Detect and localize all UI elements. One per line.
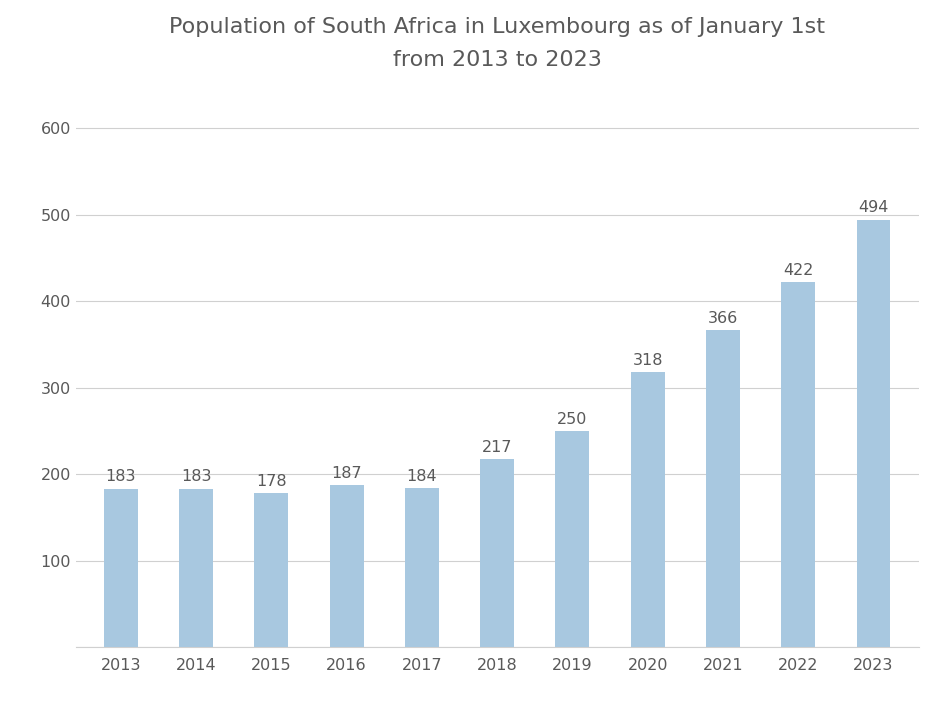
Bar [104,489,138,647]
Text: 183: 183 [181,470,211,485]
Text: 494: 494 [858,201,888,216]
Bar [556,431,589,647]
Text: 187: 187 [331,466,362,481]
Bar [480,459,514,647]
Bar [856,220,890,647]
Text: 318: 318 [633,353,663,367]
Bar [179,489,213,647]
Bar [405,488,438,647]
Text: 184: 184 [406,469,438,484]
Bar [255,493,288,647]
Title: Population of South Africa in Luxembourg as of January 1st
from 2013 to 2023: Population of South Africa in Luxembourg… [170,17,825,70]
Bar [631,372,665,647]
Bar [330,485,364,647]
Text: 422: 422 [783,262,813,278]
Text: 250: 250 [557,411,588,426]
Text: 183: 183 [106,470,136,485]
Text: 366: 366 [707,311,738,326]
Bar [706,331,740,647]
Text: 217: 217 [482,440,512,455]
Text: 178: 178 [256,474,287,489]
Bar [781,282,815,647]
